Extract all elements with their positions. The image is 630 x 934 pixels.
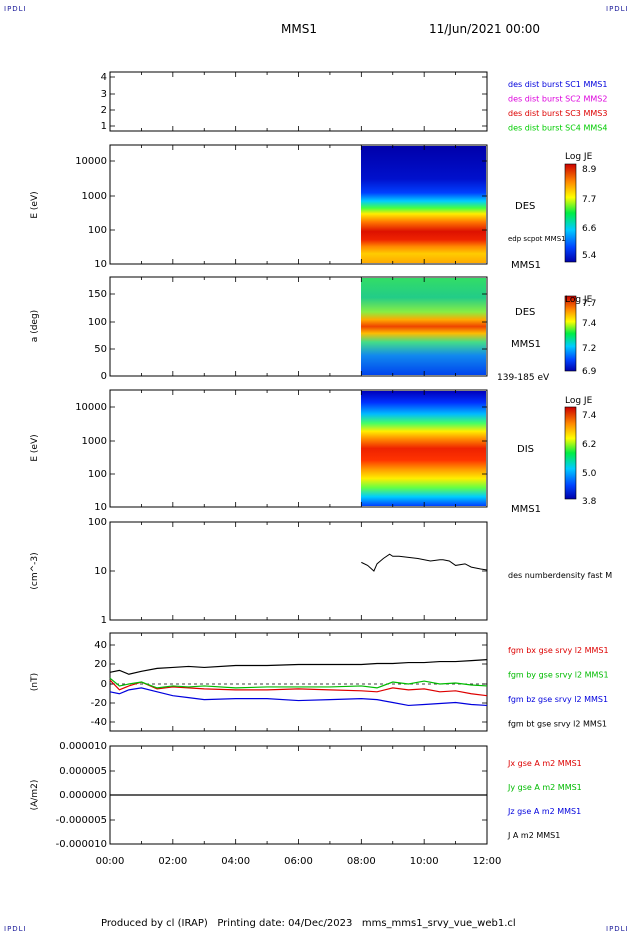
colorbar-des-energy-title: Log JE <box>565 152 593 162</box>
ylabel-density: (cm^-3) <box>30 552 40 589</box>
current-ytick-label: -0.000005 <box>56 815 107 826</box>
chart-marks-layer: 1234100001000100101501005001000010001001… <box>56 72 609 867</box>
density-series-line <box>361 553 488 572</box>
des_energy-ytick-label: 1000 <box>82 191 107 202</box>
label-edp-scpot: edp scpot MMS1 <box>508 235 566 243</box>
des_pitch-ytick-label: 150 <box>88 289 107 300</box>
bfield-ytick-label: -20 <box>91 698 107 709</box>
des-energy-spectrogram <box>361 146 486 263</box>
bfield-series-line <box>109 659 488 675</box>
bfield-series-line <box>109 677 488 689</box>
burst-ytick-label: 3 <box>101 89 107 100</box>
colorbar-tick-label: 6.6 <box>582 224 597 234</box>
corner-label-bottom-right: IPDLI <box>606 925 629 933</box>
colorbar-tick-label: 7.4 <box>582 319 597 329</box>
colorbar-dis-energy-title: Log JE <box>565 396 593 406</box>
label-des-pitch-sc: MMS1 <box>511 339 541 350</box>
dis-energy-spectrogram <box>361 391 486 506</box>
legend-bfield-item: fgm by gse srvy l2 MMS1 <box>508 671 609 680</box>
ylabel-dis-energy: E (eV) <box>30 434 40 461</box>
des_energy-ytick-label: 10000 <box>75 156 107 167</box>
colorbar-tick-label: 7.4 <box>582 411 597 421</box>
legend-burst-item: des dist burst SC1 MMS1 <box>508 80 607 89</box>
colorbar-dis-energy <box>564 406 577 500</box>
panel-frame-density <box>109 521 488 621</box>
dis_energy-ytick-label: 1000 <box>82 436 107 447</box>
burst-ytick-label: 2 <box>101 105 107 116</box>
des_pitch-ytick-label: 100 <box>88 317 107 328</box>
date-title: 11/Jun/2021 00:00 <box>429 22 541 36</box>
bfield-ytick-label: 0 <box>101 679 107 690</box>
colorbar-des-pitch <box>564 295 577 372</box>
bfield-ytick-label: 20 <box>94 659 107 670</box>
colorbar-tick-label: 3.8 <box>582 497 597 507</box>
legend-current-item: Jz gse A m2 MMS1 <box>507 807 581 816</box>
x-tick-label: 04:00 <box>221 856 250 867</box>
colorbar-tick-label: 5.4 <box>582 251 597 261</box>
panel-frame-burst <box>109 71 488 132</box>
colorbar-tick-label: 6.9 <box>582 367 597 377</box>
ylabel-current: (A/m2) <box>30 780 40 811</box>
label-des-species: DES <box>515 201 535 212</box>
des_pitch-ytick-label: 0 <box>101 371 107 382</box>
legend-bfield-item: fgm bz gse srvy l2 MMS1 <box>508 695 608 704</box>
colorbar-des-pitch-title: Log JE <box>565 295 593 305</box>
label-des-pitch-species: DES <box>515 307 535 318</box>
current-ytick-label: 0.000010 <box>59 741 107 752</box>
corner-label-top-right: IPDLI <box>606 5 629 13</box>
colorbar-tick-label: 6.2 <box>582 440 596 450</box>
des_energy-ytick-label: 100 <box>88 225 107 236</box>
x-tick-label: 06:00 <box>284 856 313 867</box>
des_pitch-ytick-label: 50 <box>94 344 107 355</box>
bfield-series-line <box>109 687 488 707</box>
legend-current-item: Jy gse A m2 MMS1 <box>507 783 582 792</box>
des_energy-ytick-label: 10 <box>94 259 107 270</box>
legend-bfield-item: fgm bt gse srvy l2 MMS1 <box>508 720 607 729</box>
label-dis-species: DIS <box>517 444 534 455</box>
legend-current-item: J A m2 MMS1 <box>507 831 560 840</box>
label-pitch-energy-range: 139-185 eV <box>497 373 550 383</box>
dis_energy-ytick-label: 10000 <box>75 402 107 413</box>
x-tick-label: 08:00 <box>347 856 376 867</box>
density-ytick-label: 100 <box>88 517 107 528</box>
density-ytick-label: 1 <box>101 615 107 626</box>
colorbar-tick-label: 5.0 <box>582 469 597 479</box>
label-dis-energy-sc: MMS1 <box>511 504 541 515</box>
bfield-ytick-label: -40 <box>91 717 107 728</box>
current-ytick-label: 0.000005 <box>59 766 107 777</box>
dis_energy-ytick-label: 10 <box>94 502 107 513</box>
legend-burst-item: des dist burst SC2 MMS2 <box>508 95 607 104</box>
x-tick-label: 10:00 <box>410 856 439 867</box>
legend-burst-item: des dist burst SC4 MMS4 <box>508 124 607 133</box>
x-tick-label: 02:00 <box>158 856 187 867</box>
x-tick-label: 12:00 <box>473 856 502 867</box>
des-pitch-spectrogram <box>361 278 486 375</box>
colorbar-tick-label: 7.7 <box>582 195 596 205</box>
current-ytick-label: 0.000000 <box>59 790 107 801</box>
ylabel-des-pitch: a (deg) <box>30 310 40 342</box>
ylabel-bfield: (nT) <box>30 673 40 691</box>
legend-burst-item: des dist burst SC3 MMS3 <box>508 109 607 118</box>
dis_energy-ytick-label: 100 <box>88 469 107 480</box>
bfield-ytick-label: 40 <box>94 640 107 651</box>
label-des-energy-sc: MMS1 <box>511 260 541 271</box>
current-ytick-label: -0.000010 <box>56 839 107 850</box>
corner-label-top-left: IPDLI <box>4 5 27 13</box>
colorbar-des-energy <box>564 163 577 263</box>
burst-ytick-label: 1 <box>101 121 107 132</box>
legend-current-item: Jx gse A m2 MMS1 <box>507 759 582 768</box>
colorbar-tick-label: 7.7 <box>582 299 596 309</box>
spacecraft-title: MMS1 <box>281 22 317 36</box>
ylabel-des-energy: E (eV) <box>30 191 40 218</box>
footer-text: Produced by cl (IRAP) Printing date: 04/… <box>101 918 516 929</box>
legend-bfield-item: fgm bx gse srvy l2 MMS1 <box>508 646 609 655</box>
legend-density: des numberdensity fast M <box>508 571 612 580</box>
colorbar-tick-label: 7.2 <box>582 344 596 354</box>
burst-ytick-label: 4 <box>101 72 107 83</box>
x-tick-label: 00:00 <box>96 856 125 867</box>
density-ytick-label: 10 <box>94 566 107 577</box>
corner-label-bottom-left: IPDLI <box>4 925 27 933</box>
colorbar-tick-label: 8.9 <box>582 165 597 175</box>
